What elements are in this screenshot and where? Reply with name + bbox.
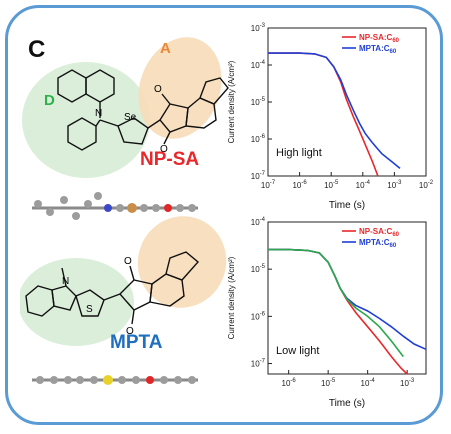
- x-tick-label: 10-6: [292, 180, 307, 190]
- y-axis-label: Current density (A/cm²): [227, 256, 236, 339]
- x-tick-label: 10-4: [361, 378, 376, 388]
- y-tick-label: 10-5: [251, 97, 266, 107]
- mpta-o-atom-top: O: [124, 256, 132, 267]
- y-tick-label: 10-4: [251, 217, 266, 227]
- np-sa-skeleton: [57, 69, 229, 151]
- y-tick-label: 10-7: [251, 171, 266, 181]
- y-tick-label: 10-6: [251, 134, 266, 144]
- y-tick-label: 10-6: [251, 311, 266, 321]
- panel-letter: C: [28, 36, 46, 63]
- mpta-name: MPTA: [110, 332, 163, 353]
- np-sa-o-atom-top: O: [154, 84, 162, 95]
- y-tick-label: 10-5: [251, 264, 266, 274]
- x-tick-label: 10-6: [282, 378, 297, 388]
- y-tick-label: 10-7: [251, 359, 266, 369]
- mpta-acceptor-highlight: [137, 216, 227, 308]
- x-tick-label: 10-3: [387, 180, 402, 190]
- np-sa-o-atom-bottom: O: [160, 144, 168, 155]
- mpta-o-atom-bottom: O: [126, 326, 134, 337]
- x-tick-label: 10-5: [324, 180, 339, 190]
- y-tick-label: 10-4: [251, 60, 266, 70]
- series-line-3: [268, 248, 404, 358]
- acceptor-highlight: [138, 37, 222, 139]
- molecule-structures: N Se O O N S O O: [20, 37, 229, 385]
- np-sa-name: NP-SA: [140, 149, 200, 170]
- x-tick-label: 10-3: [400, 378, 415, 388]
- chart-annotation: High light: [276, 147, 322, 159]
- chart-high-light: 10-7 10-6 10-5 10-4 10-3 10-2 10-7 10-6 10-5 10-4…: [227, 23, 434, 211]
- acceptor-label: A: [160, 40, 171, 57]
- np-sa-3d-model: [32, 192, 198, 220]
- mpta-skeleton: [25, 251, 200, 325]
- legend-label: MPTA:C60: [359, 44, 397, 55]
- mpta-s-atom: S: [86, 304, 93, 315]
- x-tick-label: 10-4: [356, 180, 371, 190]
- x-tick-label: 10-5: [321, 378, 336, 388]
- plot-frame: [267, 221, 427, 375]
- y-axis-label: Current density (A/cm²): [227, 60, 236, 143]
- mpta-n-atom: N: [62, 276, 69, 287]
- y-tick-label: 10-3: [251, 23, 266, 33]
- x-tick-label: 10-2: [419, 180, 434, 190]
- donor-label: D: [44, 92, 55, 109]
- series-line-2: [268, 52, 401, 170]
- chart-low-light: 10-6 10-5 10-4 10-3 10-7 10-6 10-5 10-4 NP-SA:C6…: [227, 217, 427, 409]
- x-axis-label: Time (s): [329, 200, 365, 211]
- legend-label: MPTA:C60: [359, 238, 397, 249]
- chart-annotation: Low light: [276, 345, 319, 357]
- x-tick-label: 10-7: [261, 180, 276, 190]
- np-sa-se-atom: Se: [124, 112, 137, 123]
- np-sa-n-atom: N: [95, 108, 102, 119]
- x-axis-label: Time (s): [329, 398, 365, 409]
- legend-label: NP-SA:C60: [359, 227, 400, 238]
- mpta-donor-highlight: [20, 258, 134, 346]
- mpta-3d-model: [32, 375, 198, 385]
- legend-label: NP-SA:C60: [359, 33, 400, 44]
